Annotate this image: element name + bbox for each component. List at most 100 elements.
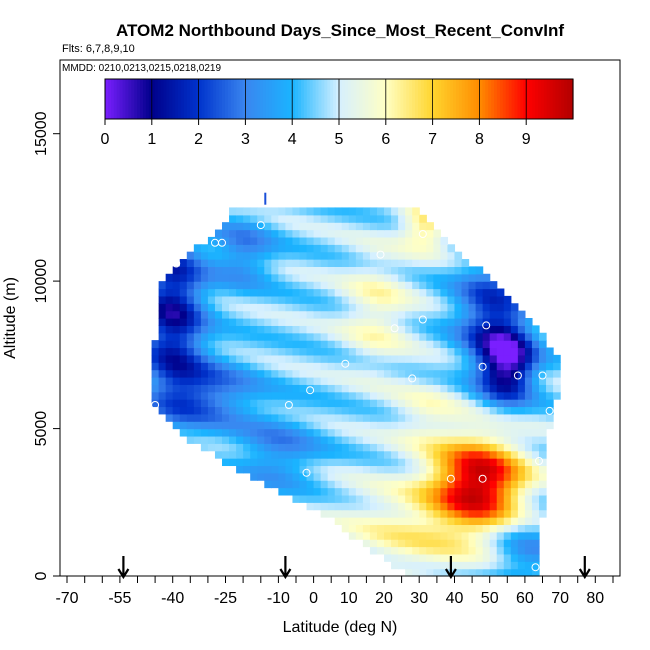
- heat-cell: [517, 531, 526, 540]
- heat-cell: [299, 487, 308, 496]
- colorbar-segment: [488, 79, 492, 119]
- heat-cell: [426, 310, 434, 319]
- heat-cell: [412, 391, 420, 400]
- heat-cell: [405, 539, 413, 548]
- heat-cell: [405, 303, 413, 312]
- heat-cell: [419, 524, 427, 533]
- heat-cell: [419, 332, 427, 341]
- heat-cell: [200, 340, 209, 349]
- heat-cell: [278, 376, 286, 385]
- heat-cell: [426, 376, 434, 385]
- heat-cell: [405, 281, 413, 290]
- heat-cell: [454, 362, 463, 371]
- heat-cell: [369, 406, 378, 415]
- heat-cell: [327, 502, 336, 511]
- heat-cell: [461, 524, 470, 533]
- heat-cell: [391, 546, 399, 555]
- heat-cell: [250, 325, 258, 334]
- heat-cell: [186, 288, 195, 297]
- heat-cell: [214, 435, 223, 444]
- heat-cell: [320, 421, 329, 430]
- heat-cell: [236, 207, 244, 216]
- heat-cell: [454, 494, 463, 503]
- heat-cell: [376, 229, 385, 238]
- heat-cell: [405, 362, 413, 371]
- heat-cell: [222, 236, 230, 245]
- heat-cell: [306, 376, 315, 385]
- heat-cell: [405, 502, 413, 511]
- heat-cell: [376, 369, 385, 378]
- heat-cell: [271, 273, 279, 282]
- heat-cell: [271, 310, 279, 319]
- heat-cell: [229, 310, 237, 319]
- heat-cell: [362, 340, 371, 349]
- heat-cell: [538, 332, 547, 341]
- heat-cell: [433, 369, 441, 378]
- heat-cell: [165, 310, 174, 319]
- heat-cell: [355, 214, 364, 223]
- y-tick-label: 0: [33, 571, 50, 580]
- heat-cell: [440, 517, 449, 525]
- heat-cell: [475, 413, 484, 422]
- heat-cell: [306, 295, 315, 304]
- heat-cell: [236, 369, 244, 378]
- heat-cell: [433, 435, 441, 444]
- y-tick-label: 15000: [33, 111, 50, 156]
- heat-cell: [391, 494, 399, 503]
- heat-cell: [250, 303, 258, 312]
- heat-cell: [454, 539, 463, 548]
- heat-cell: [489, 421, 498, 430]
- colorbar-segment: [169, 79, 173, 119]
- heat-cell: [412, 428, 420, 437]
- heat-cell: [334, 332, 343, 341]
- heat-cell: [524, 524, 533, 533]
- heat-cell: [207, 325, 216, 334]
- heat-cell: [250, 288, 258, 297]
- colorbar-segment: [479, 79, 483, 119]
- heat-cell: [285, 384, 294, 393]
- heat-cell: [327, 435, 336, 444]
- heat-cell: [271, 340, 279, 349]
- heat-cell: [369, 458, 378, 467]
- heat-cell: [461, 421, 470, 430]
- heat-cell: [200, 413, 209, 422]
- heat-cell: [165, 295, 174, 304]
- heat-cell: [179, 406, 188, 415]
- heat-cell: [348, 502, 357, 511]
- heat-cell: [200, 435, 209, 444]
- heat-cell: [207, 406, 216, 415]
- heat-cell: [250, 207, 258, 216]
- heat-cell: [320, 435, 329, 444]
- heat-cell: [510, 480, 519, 489]
- heat-cell: [384, 517, 392, 525]
- heat-cell: [243, 266, 251, 275]
- heat-cell: [207, 310, 216, 319]
- heat-cell: [433, 362, 441, 371]
- heat-cell: [447, 517, 456, 525]
- heat-cell: [348, 303, 357, 312]
- heat-cell: [200, 421, 209, 430]
- heat-cell: [264, 428, 272, 437]
- heat-cell: [299, 435, 308, 444]
- heat-cell: [200, 428, 209, 437]
- heat-cell: [376, 222, 385, 231]
- heat-cell: [369, 509, 378, 518]
- heat-cell: [398, 539, 406, 548]
- heat-cell: [440, 384, 449, 393]
- colorbar-segment: [406, 79, 410, 119]
- heat-cell: [243, 413, 251, 422]
- heat-cell: [391, 347, 399, 356]
- heat-cell: [447, 303, 456, 312]
- heat-cell: [419, 517, 427, 525]
- heat-cell: [482, 458, 491, 467]
- heat-cell: [461, 303, 470, 312]
- heat-cell: [398, 340, 406, 349]
- heat-cell: [398, 303, 406, 312]
- heat-cell: [468, 332, 477, 341]
- heat-cell: [524, 391, 533, 400]
- heat-cell: [320, 318, 329, 326]
- heat-cell: [285, 207, 294, 216]
- heat-cell: [440, 259, 449, 267]
- heat-cell: [236, 229, 244, 238]
- heat-cell: [327, 384, 336, 393]
